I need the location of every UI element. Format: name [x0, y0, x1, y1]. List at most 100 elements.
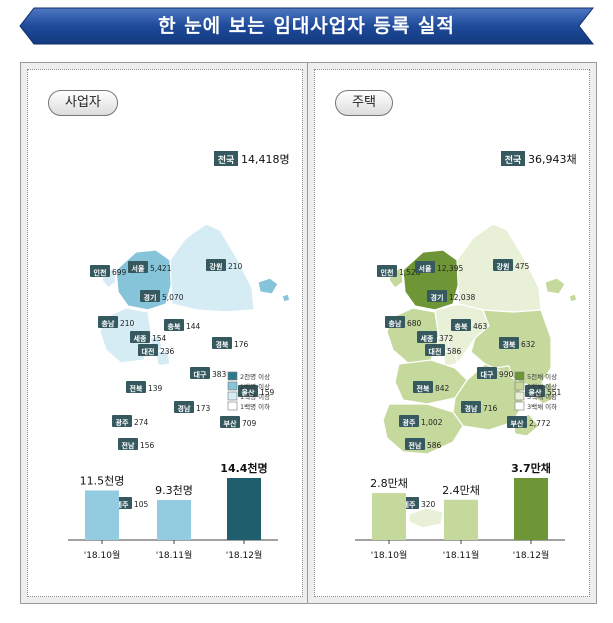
panel-business-owners: 사업자 인천 699 서울 5,421 경기 5,070 강원 210 충남 210 충북 144 세종…	[20, 62, 310, 604]
legend-swatch	[227, 371, 238, 381]
region-name: 광주	[403, 418, 416, 427]
region-tag-box	[451, 319, 471, 331]
map-island	[568, 293, 578, 303]
bar-'18.11월	[444, 499, 478, 540]
region-tag-box	[415, 261, 435, 273]
region-name: 세종	[134, 334, 147, 343]
region-value: 2,772	[529, 419, 551, 428]
region-name: 대전	[429, 347, 442, 356]
bar-category-label: '18.11월	[156, 549, 193, 561]
region-value: 475	[515, 262, 530, 271]
region-value: 632	[521, 340, 536, 349]
bar-value-label: 2.8만채	[370, 477, 408, 490]
region-name: 경기	[431, 293, 444, 302]
region-name: 광주	[116, 418, 129, 427]
region-value: 5,421	[150, 264, 172, 273]
region-value: 156	[140, 441, 155, 450]
region-name: 전북	[130, 384, 143, 393]
region-name: 경기	[144, 293, 157, 302]
total-value: 14,418명	[241, 153, 290, 166]
region-name: 충북	[455, 322, 468, 331]
region-tag-box	[112, 415, 132, 427]
legend-label: 3백채 이하	[527, 402, 557, 411]
map-region-대전	[155, 349, 171, 367]
region-name: 서울	[132, 264, 145, 273]
region-name: 충남	[102, 319, 115, 328]
region-name: 인천	[94, 268, 107, 277]
region-tag-box	[477, 367, 497, 379]
region-name: 부산	[224, 419, 237, 428]
legend-label: 2천명 이상	[240, 372, 270, 381]
region-tag-box	[140, 290, 160, 302]
bar-category-label: '18.10월	[84, 549, 121, 561]
bar-'18.10월	[85, 490, 119, 540]
region-tag-box	[493, 259, 513, 271]
legend-swatch	[514, 401, 525, 411]
title-banner: 한 눈에 보는 임대사업자 등록 실적	[19, 7, 595, 45]
bar-value-label: 2.4만채	[442, 484, 480, 497]
region-tag-box	[138, 344, 158, 356]
bar-category-label: '18.10월	[371, 549, 408, 561]
region-value: 1,528	[399, 268, 421, 277]
region-value: 551	[547, 388, 562, 397]
region-value: 709	[242, 419, 257, 428]
region-name: 세종	[421, 334, 434, 343]
region-value: 139	[148, 384, 163, 393]
region-name: 강원	[210, 262, 223, 271]
region-name: 충북	[168, 322, 181, 331]
region-value: 176	[234, 340, 249, 349]
region-tag-box	[98, 316, 118, 328]
region-tag-box	[405, 438, 425, 450]
national-total: 전국 14,418명	[214, 151, 290, 166]
region-tag-box	[212, 337, 232, 349]
region-name: 경남	[178, 404, 191, 413]
region-value: 173	[196, 404, 211, 413]
region-name: 제주	[403, 500, 416, 509]
region-name: 제주	[116, 500, 129, 509]
panel-business-owners-inner: 사업자 인천 699 서울 5,421 경기 5,070 강원 210 충남 210 충북 144 세종…	[27, 69, 303, 597]
region-value: 680	[407, 319, 422, 328]
region-tag-box	[220, 416, 240, 428]
region-tag-box	[499, 337, 519, 349]
region-value: 990	[499, 370, 514, 379]
region-tag-box	[238, 385, 258, 397]
region-tag-box	[90, 265, 110, 277]
region-name: 전남	[409, 441, 422, 450]
region-value: 154	[152, 334, 167, 343]
bar-'18.12월	[227, 478, 261, 540]
region-name: 울산	[242, 388, 255, 397]
panel-housing: 주택 인천 1,528 서울 12,395 경기 12,038 강원 475 충남 680 충북 46…	[307, 62, 597, 604]
legend-swatch	[227, 381, 238, 391]
legend-label: 1백명 이하	[240, 402, 270, 411]
region-name: 충남	[389, 319, 402, 328]
panel-housing-inner: 주택 인천 1,528 서울 12,395 경기 12,038 강원 475 충남 680 충북 46…	[314, 69, 590, 597]
region-tag-box	[190, 367, 210, 379]
region-tag-box	[128, 261, 148, 273]
legend-label: 1백명 이상	[240, 392, 270, 401]
page-title: 한 눈에 보는 임대사업자 등록 실적	[158, 15, 455, 37]
map-island	[544, 277, 566, 295]
region-value: 842	[435, 384, 450, 393]
region-name: 대전	[142, 347, 155, 356]
region-name: 강원	[497, 262, 510, 271]
legend-swatch	[514, 391, 525, 401]
region-tag-box	[174, 401, 194, 413]
bar-category-label: '18.11월	[443, 549, 480, 561]
region-value: 159	[260, 388, 275, 397]
map-region-대전	[442, 349, 458, 367]
region-value: 586	[447, 347, 462, 356]
region-value: 274	[134, 418, 149, 427]
legend-swatch	[514, 371, 525, 381]
region-value: 144	[186, 322, 201, 331]
region-name: 울산	[529, 388, 542, 397]
region-value: 5,070	[162, 293, 184, 302]
region-value: 463	[473, 322, 488, 331]
bar-value-label: 14.4천명	[220, 461, 267, 475]
region-value: 372	[439, 334, 454, 343]
region-tag-box	[130, 331, 150, 343]
total-tag-box	[214, 151, 238, 166]
region-tag-box	[164, 319, 184, 331]
